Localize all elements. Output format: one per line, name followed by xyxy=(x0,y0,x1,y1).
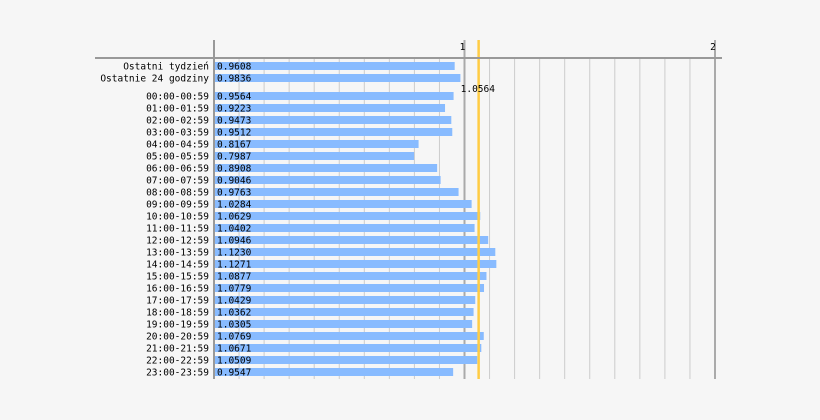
category-label: 20:00-20:59 xyxy=(146,332,209,343)
bar-value-label: 0.9547 xyxy=(217,368,251,379)
category-label: 11:00-11:59 xyxy=(146,224,209,235)
bar xyxy=(215,140,419,148)
bar xyxy=(215,224,475,232)
bar xyxy=(215,74,461,82)
bar-value-label: 1.0671 xyxy=(217,344,252,355)
bar-value-label: 0.9608 xyxy=(217,62,252,73)
x-tick-label: 2 xyxy=(710,42,716,53)
category-label: 13:00-13:59 xyxy=(146,248,209,259)
category-label: 12:00-12:59 xyxy=(146,236,209,247)
category-label: Ostatnie 24 godziny xyxy=(100,74,209,85)
category-label: 21:00-21:59 xyxy=(146,344,209,355)
category-label: 01:00-01:59 xyxy=(146,104,209,115)
category-label: 18:00-18:59 xyxy=(146,308,209,319)
category-label: 06:00-06:59 xyxy=(146,164,209,175)
bar xyxy=(215,236,489,244)
bar xyxy=(215,188,459,196)
bar xyxy=(215,128,453,136)
category-label: 23:00-23:59 xyxy=(146,368,209,379)
bar-value-label: 1.0946 xyxy=(217,236,252,247)
bar xyxy=(215,200,472,208)
category-label: Ostatni tydzień xyxy=(123,62,209,73)
bar xyxy=(215,104,446,112)
category-label: 16:00-16:59 xyxy=(146,284,209,295)
category-label: 15:00-15:59 xyxy=(146,272,209,283)
bar-value-label: 1.0284 xyxy=(217,200,252,211)
bar-value-label: 1.0509 xyxy=(217,356,252,367)
bar-value-label: 0.9836 xyxy=(217,74,252,85)
category-label: 02:00-02:59 xyxy=(146,116,209,127)
bar-value-label: 0.9223 xyxy=(217,104,251,115)
bar-value-label: 1.0305 xyxy=(217,320,251,331)
bar xyxy=(215,212,481,220)
bar xyxy=(215,92,454,100)
bar-value-label: 0.8908 xyxy=(217,164,252,175)
category-label: 05:00-05:59 xyxy=(146,152,209,163)
bar-value-label: 1.0429 xyxy=(217,296,252,307)
category-label: 00:00-00:59 xyxy=(146,92,209,103)
category-label: 10:00-10:59 xyxy=(146,212,209,223)
bar xyxy=(215,296,476,304)
bar xyxy=(215,356,478,364)
labels: 1 2 0.9608 Ostatni tydzień 0.9836 Ostatnie 24… xyxy=(100,42,716,379)
bar-value-label: 0.9046 xyxy=(217,176,252,187)
bar-value-label: 1.0362 xyxy=(217,308,251,319)
bar xyxy=(215,164,438,172)
category-label: 03:00-03:59 xyxy=(146,128,209,139)
bar-value-label: 0.9473 xyxy=(217,116,251,127)
category-label: 08:00-08:59 xyxy=(146,188,209,199)
x-tick-label: 1 xyxy=(460,42,466,53)
bar xyxy=(215,176,441,184)
axes xyxy=(95,40,722,379)
bar-value-label: 1.1230 xyxy=(217,248,252,259)
bar xyxy=(215,116,452,124)
bar xyxy=(215,248,496,256)
bar xyxy=(215,152,415,160)
bar-value-label: 1.0769 xyxy=(217,332,252,343)
category-label: 07:00-07:59 xyxy=(146,176,209,187)
category-label: 17:00-17:59 xyxy=(146,296,209,307)
bar-value-label: 1.0402 xyxy=(217,224,251,235)
bar-value-label: 0.7987 xyxy=(217,152,251,163)
bar xyxy=(215,332,484,340)
category-label: 14:00-14:59 xyxy=(146,260,209,271)
bar-value-label: 1.1271 xyxy=(217,260,252,271)
category-label: 19:00-19:59 xyxy=(146,320,209,331)
reference-line-label: 1.0564 xyxy=(461,84,496,95)
bar xyxy=(215,62,455,70)
bars xyxy=(215,62,497,376)
category-label: 04:00-04:59 xyxy=(146,140,209,151)
category-label: 09:00-09:59 xyxy=(146,200,209,211)
bar-value-label: 1.0779 xyxy=(217,284,252,295)
bar-value-label: 0.9512 xyxy=(217,128,251,139)
bar xyxy=(215,284,485,292)
bar-value-label: 0.9564 xyxy=(217,92,252,103)
bar-value-label: 1.0877 xyxy=(217,272,251,283)
bar xyxy=(215,272,487,280)
bar xyxy=(215,308,474,316)
bar xyxy=(215,344,482,352)
bar xyxy=(215,368,454,376)
bar-value-label: 1.0629 xyxy=(217,212,252,223)
bar xyxy=(215,260,497,268)
bar-value-label: 0.9763 xyxy=(217,188,251,199)
category-label: 22:00-22:59 xyxy=(146,356,209,367)
bar xyxy=(215,320,473,328)
bar-value-label: 0.8167 xyxy=(217,140,251,151)
